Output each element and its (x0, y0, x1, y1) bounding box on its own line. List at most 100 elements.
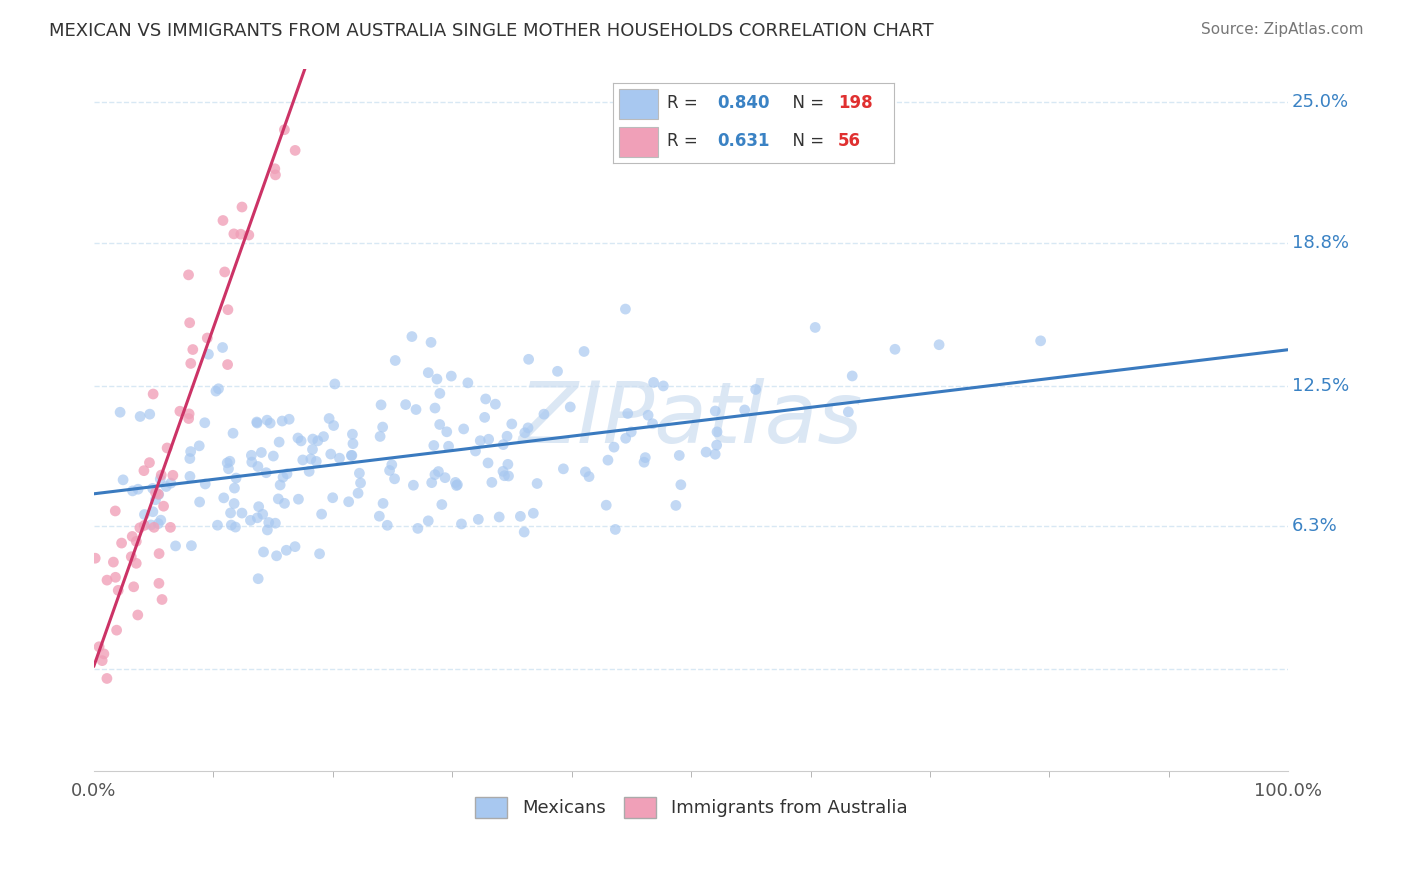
Point (453, 422, 475, 436)
Point (547, 364, 569, 378)
Point (145, 492, 167, 507)
Point (744, 383, 766, 397)
Point (429, 386, 451, 401)
Point (96, 672, 118, 686)
Point (734, 403, 756, 417)
Point (426, 372, 449, 386)
Point (150, 468, 173, 483)
Point (616, 407, 638, 421)
Point (381, 458, 404, 472)
Point (104, 504, 127, 518)
Point (212, 213, 235, 227)
Point (444, 475, 467, 490)
Point (347, 486, 370, 500)
Point (219, 506, 242, 520)
Point (256, 413, 278, 427)
Point (125, 534, 148, 549)
Point (474, 410, 496, 425)
Point (218, 454, 240, 468)
Point (434, 471, 457, 485)
Point (420, 335, 443, 350)
Point (180, 444, 202, 458)
Text: MEXICAN VS IMMIGRANTS FROM AUSTRALIA SINGLE MOTHER HOUSEHOLDS CORRELATION CHART: MEXICAN VS IMMIGRANTS FROM AUSTRALIA SIN… (49, 22, 934, 40)
Point (84, 551, 107, 566)
Point (278, 412, 301, 426)
Point (837, 405, 859, 419)
Point (450, 516, 472, 531)
Point (496, 429, 519, 443)
Point (127, 482, 149, 496)
Point (148, 547, 170, 561)
Point (492, 464, 515, 478)
Point (214, 265, 236, 279)
Point (250, 445, 273, 459)
Point (402, 478, 425, 492)
Point (423, 467, 446, 482)
Point (706, 438, 728, 452)
Point (928, 337, 950, 351)
Point (349, 475, 371, 490)
Point (311, 507, 333, 521)
Point (665, 499, 688, 513)
Point (246, 416, 269, 430)
Point (395, 398, 418, 412)
Point (104, 570, 127, 584)
Point (129, 409, 152, 424)
Point (150, 592, 173, 607)
Point (169, 404, 191, 418)
Point (340, 449, 363, 463)
Point (177, 411, 200, 425)
Point (595, 498, 617, 512)
Point (706, 425, 728, 439)
Point (430, 498, 453, 512)
Point (337, 495, 360, 509)
Point (134, 508, 156, 522)
Point (614, 431, 637, 445)
Point (257, 516, 280, 530)
Point (637, 409, 659, 423)
Text: 6.3%: 6.3% (1292, 517, 1337, 535)
Point (165, 539, 187, 553)
Point (240, 448, 263, 462)
Point (401, 329, 423, 343)
Point (323, 376, 346, 391)
Point (224, 520, 246, 534)
Point (436, 425, 458, 439)
Point (704, 447, 727, 461)
Point (254, 466, 277, 480)
Point (132, 464, 155, 478)
Point (467, 512, 489, 526)
Point (142, 482, 165, 496)
Point (179, 469, 201, 483)
Point (307, 434, 329, 448)
Point (477, 456, 499, 470)
Point (259, 416, 281, 430)
Point (496, 458, 519, 472)
Point (614, 301, 637, 316)
Point (474, 392, 496, 406)
Point (328, 451, 350, 466)
Point (652, 379, 675, 393)
Point (319, 447, 342, 461)
Point (87, 640, 110, 654)
Point (322, 418, 344, 433)
Point (247, 500, 270, 514)
Point (229, 227, 252, 242)
Point (370, 398, 392, 412)
Point (181, 343, 204, 357)
Point (128, 521, 150, 535)
Point (276, 467, 298, 481)
Point (127, 607, 149, 622)
Point (222, 426, 245, 441)
Point (470, 434, 492, 448)
Point (252, 545, 274, 559)
Point (517, 352, 540, 367)
Point (633, 455, 655, 469)
Point (668, 449, 690, 463)
Point (301, 442, 323, 457)
Point (205, 384, 228, 398)
Point (290, 434, 312, 448)
Point (342, 436, 364, 450)
Point (340, 449, 363, 463)
Point (224, 496, 246, 510)
